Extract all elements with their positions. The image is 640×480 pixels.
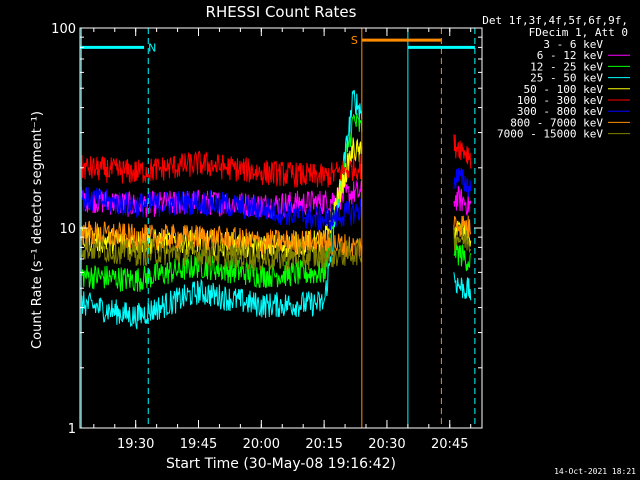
marker-layer: NS [80, 28, 476, 428]
annotation-label-1: S [351, 34, 358, 47]
x-tick-label: 20:45 [431, 437, 468, 452]
y-axis-label: Count Rate (s⁻¹ detector segment⁻¹) [30, 111, 45, 349]
legend-label-2: 12 - 25 keV [530, 60, 603, 73]
legend-label-7: 800 - 7000 keV [510, 116, 603, 129]
y-axis-label-text: Count Rate (s⁻¹ detector segment⁻¹) [30, 111, 45, 349]
legend-label-6: 300 - 800 keV [517, 105, 603, 118]
legend: Det 1f,3f,4f,5f,6f,9f,FDecim 1, Att 03 -… [482, 14, 630, 141]
legend-label-1: 6 - 12 keV [537, 49, 604, 62]
x-tick-label: 20:15 [305, 437, 342, 452]
legend-label-8: 7000 - 15000 keV [497, 128, 603, 141]
chart-title: RHESSI Count Rates [206, 3, 357, 21]
series-line-8-part-0 [80, 236, 363, 272]
x-tick-label: 19:30 [117, 437, 154, 452]
series-layer [80, 90, 472, 330]
series-line-7-part-1 [453, 215, 472, 238]
series-line-1-part-0 [80, 179, 363, 219]
legend-header-0: Det 1f,3f,4f,5f,6f,9f, [482, 14, 628, 27]
series-line-3-part-0 [80, 90, 363, 330]
series-line-3-part-1 [453, 272, 472, 301]
series-line-6-part-1 [453, 167, 472, 197]
legend-label-4: 50 - 100 keV [524, 83, 604, 96]
x-tick-label: 20:00 [243, 437, 280, 452]
legend-label-5: 100 - 300 keV [517, 94, 603, 107]
legend-label-0: 3 - 6 keV [543, 38, 603, 51]
annotation-label-0: N [148, 41, 156, 54]
series-line-2-part-0 [80, 112, 363, 292]
y-tick-label: 1 [68, 422, 76, 437]
series-line-8-part-1 [453, 227, 472, 254]
legend-label-3: 25 - 50 keV [530, 72, 603, 85]
y-tick-label: 10 [59, 222, 76, 237]
footer-timestamp: 14-Oct-2021 18:21 [554, 467, 636, 476]
series-line-1-part-1 [453, 185, 472, 216]
legend-header-1: FDecim 1, Att 0 [529, 26, 628, 39]
series-line-5-part-1 [453, 134, 472, 169]
series-line-6-part-0 [80, 187, 363, 231]
x-tick-label: 20:30 [368, 437, 405, 452]
x-axis-label: Start Time (30-May-08 19:16:42) [166, 456, 396, 472]
plot-frame [79, 27, 483, 429]
axes-layer: 19:30 19:45 20:00 20:15 20:30 20:45 1 10 100 [51, 22, 483, 452]
x-tick-label: 19:45 [180, 437, 217, 452]
y-tick-label: 100 [51, 22, 76, 37]
series-line-5-part-0 [80, 150, 363, 188]
